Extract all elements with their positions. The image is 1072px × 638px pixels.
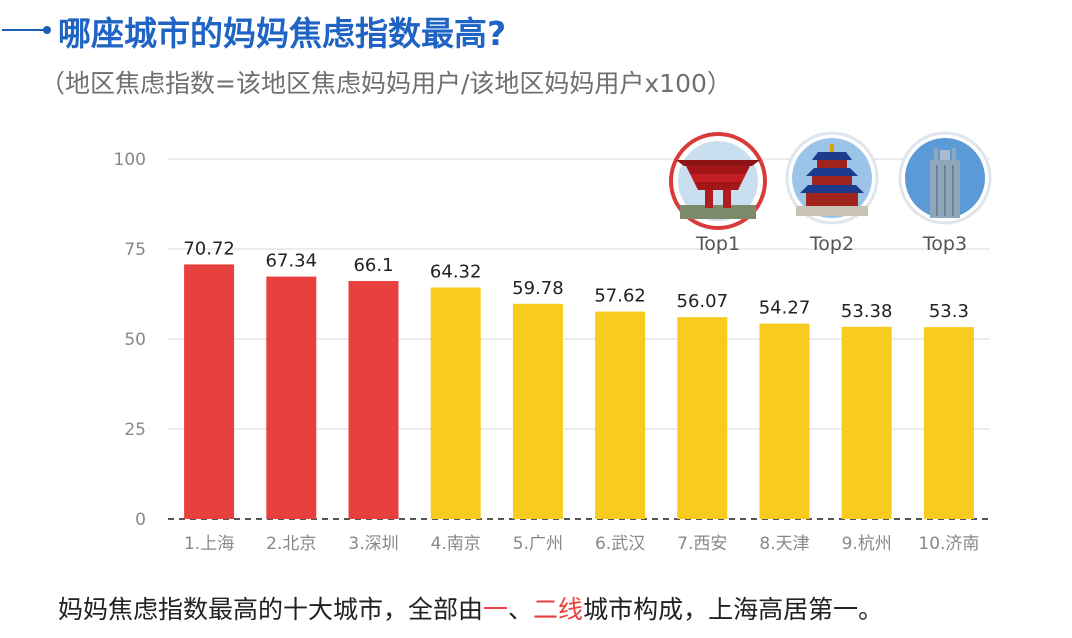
bar-value-label: 56.07 xyxy=(677,291,729,312)
bar-value-label: 57.62 xyxy=(594,286,646,307)
bar xyxy=(430,287,481,519)
x-category-label: 2.北京 xyxy=(266,534,316,554)
footer-text-2: 城市构成，上海高居第一。 xyxy=(583,595,884,624)
x-category-label: 1.上海 xyxy=(184,534,234,554)
x-category-label: 8.天津 xyxy=(759,534,809,554)
skyscraper-icon xyxy=(905,138,985,218)
x-axis-labels: 1.上海 2.北京 3.深圳 4.南京 5.广州 6.武汉 7.西安 8.天津 9.杭州 10.济… xyxy=(184,534,979,554)
y-axis-ticks: 0 25 50 75 100 xyxy=(114,150,146,530)
bar xyxy=(266,276,317,519)
expo-pavilion-icon xyxy=(676,141,760,221)
footer-caption: 妈妈焦虑指数最高的十大城市，全部由一、二线城市构成，上海高居第一。 xyxy=(58,590,883,626)
title-line-decoration xyxy=(2,29,44,31)
bar xyxy=(595,311,646,519)
page-title: 哪座城市的妈妈焦虑指数最高? xyxy=(58,14,507,53)
x-category-label: 7.西安 xyxy=(677,534,727,554)
badge-label: Top2 xyxy=(809,233,854,255)
page-subtitle: （地区焦虑指数=该地区焦虑妈妈用户/该地区妈妈用户x100） xyxy=(40,69,732,98)
x-category-label: 9.杭州 xyxy=(842,534,892,554)
bar-value-label: 54.27 xyxy=(759,298,811,319)
bar xyxy=(184,264,235,519)
bar-value-label: 53.38 xyxy=(841,301,893,322)
y-tick-label: 100 xyxy=(114,150,146,170)
y-tick-label: 0 xyxy=(135,510,146,530)
value-labels: 70.72 67.34 66.1 64.32 59.78 57.62 56.07 54.27 5… xyxy=(183,238,969,322)
bars xyxy=(184,264,974,519)
title-row: 哪座城市的妈妈焦虑指数最高? xyxy=(0,4,1072,53)
title-dot-decoration xyxy=(43,26,51,34)
bar xyxy=(348,281,399,519)
badge-top3: Top3 xyxy=(898,131,992,255)
bar-value-label: 53.3 xyxy=(929,301,969,322)
bar xyxy=(923,327,974,519)
footer-highlight-2: 二线 xyxy=(533,595,584,624)
badge-label: Top1 xyxy=(695,233,740,255)
bar-value-label: 70.72 xyxy=(183,238,235,259)
bar-value-label: 67.34 xyxy=(266,251,318,272)
bar xyxy=(841,326,892,519)
y-tick-label: 75 xyxy=(124,240,146,260)
x-category-label: 3.深圳 xyxy=(348,534,398,554)
x-category-label: 4.南京 xyxy=(431,534,481,554)
bar-value-label: 66.1 xyxy=(353,255,393,276)
badge-top1: Top1 xyxy=(669,132,767,255)
bar xyxy=(512,303,563,519)
y-tick-label: 25 xyxy=(124,420,146,440)
y-tick-label: 50 xyxy=(124,330,146,350)
badge-label: Top3 xyxy=(922,233,967,255)
temple-of-heaven-icon xyxy=(792,138,872,218)
x-category-label: 6.武汉 xyxy=(595,534,645,554)
bar-value-label: 64.32 xyxy=(430,261,482,282)
footer-highlight-1: 一 xyxy=(483,595,509,624)
x-category-label: 10.济南 xyxy=(918,534,979,554)
bar-value-label: 59.78 xyxy=(512,278,564,299)
x-category-label: 5.广州 xyxy=(513,534,563,554)
bar xyxy=(677,317,728,519)
bar-chart: 0 25 50 75 100 70.72 67.34 66.1 64.32 59.78 57.62… xyxy=(114,131,992,554)
badge-top2: Top2 xyxy=(785,131,879,255)
bar xyxy=(759,323,810,519)
footer-text-1: 妈妈焦虑指数最高的十大城市，全部由 xyxy=(58,595,484,624)
footer-separator: 、 xyxy=(508,595,534,624)
